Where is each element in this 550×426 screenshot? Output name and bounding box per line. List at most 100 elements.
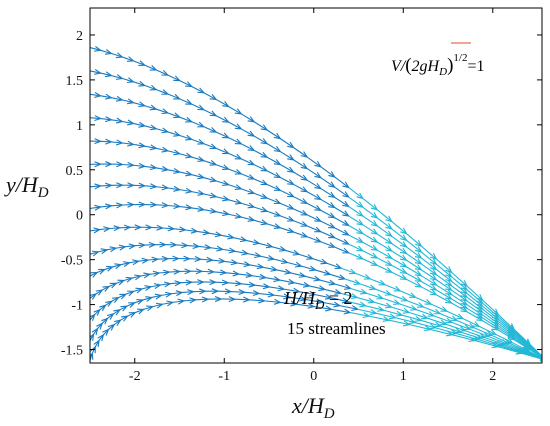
vector-arrow <box>406 300 425 308</box>
vector-arrow <box>127 311 137 318</box>
vector-arrow <box>131 274 143 281</box>
y-tick-label: 0.5 <box>66 164 84 179</box>
vector-arrow <box>319 279 337 286</box>
vector-arrow <box>102 328 110 336</box>
vector-arrow <box>160 281 172 288</box>
vector-arrow <box>108 282 118 289</box>
vector-arrow <box>228 168 243 175</box>
vector-arrow <box>357 297 376 304</box>
vector-arrow <box>106 246 118 253</box>
vector-arrow <box>348 234 365 244</box>
vector-arrow <box>529 349 542 361</box>
vector-arrow <box>115 244 127 251</box>
vector-arrow <box>348 252 365 260</box>
vector-arrow <box>215 131 230 139</box>
vector-arrow <box>306 236 323 243</box>
vector-arrow <box>221 233 236 240</box>
vector-arrow <box>191 121 206 128</box>
vector-arrow <box>420 245 438 261</box>
vector-arrow <box>176 242 189 249</box>
vector-arrow <box>266 197 282 205</box>
vector-arrow <box>104 265 114 272</box>
vector-arrow <box>133 101 147 108</box>
vector-arrow <box>161 291 173 298</box>
vector-arrow <box>241 281 257 288</box>
vector-arrow <box>320 188 336 199</box>
vector-arrow <box>169 268 182 275</box>
vector-arrow <box>179 134 194 141</box>
vector-arrow <box>241 158 256 166</box>
vector-arrow <box>144 144 158 151</box>
vector-arrow <box>203 126 218 133</box>
vector-arrow <box>141 285 153 292</box>
vector-arrow <box>142 296 154 302</box>
vector-arrow <box>144 64 158 71</box>
vector-arrow <box>198 244 213 251</box>
vector-arrow <box>119 305 129 312</box>
plot-frame <box>89 7 543 364</box>
vector-arrow <box>191 103 206 111</box>
vector-arrow <box>430 328 454 337</box>
vector-arrow <box>156 165 170 172</box>
vector-arrow <box>365 305 386 312</box>
vector-arrow <box>241 173 256 180</box>
vector-arrow <box>212 257 227 264</box>
vector-arrow <box>253 164 269 172</box>
vector-arrow <box>306 202 323 211</box>
vector-arrow <box>272 246 287 252</box>
vector-arrow <box>157 255 170 262</box>
vector-arrow <box>276 268 293 275</box>
vector-arrow <box>182 289 195 296</box>
vector-arrow <box>195 296 210 303</box>
vector-arrow <box>215 115 230 123</box>
vector-arrow <box>100 203 113 210</box>
vector-arrow <box>113 309 122 316</box>
vector-arrow <box>144 241 157 248</box>
vector-arrow <box>119 224 132 231</box>
vector-arrow <box>384 284 402 292</box>
x-tick-label: 2 <box>489 369 496 384</box>
vector-arrow <box>144 124 158 131</box>
vector-arrow <box>266 210 282 217</box>
vector-arrow <box>100 161 113 168</box>
vector-arrow <box>134 242 147 249</box>
vector-arrow <box>167 255 180 262</box>
vector-arrow <box>348 196 365 209</box>
vector-arrow <box>249 263 265 270</box>
vector-arrow <box>133 201 147 208</box>
vector-arrow <box>109 225 122 232</box>
vector-arrow <box>349 312 371 319</box>
vector-arrow <box>111 202 124 209</box>
vector-arrow <box>208 231 223 238</box>
vector-arrow <box>290 272 307 278</box>
vector-arrow <box>234 296 251 303</box>
axis-ticks: -2 -1 0 1 2 2 1.5 1 0.5 0 -0.5 -1 -1.5 <box>61 8 542 384</box>
vector-arrow <box>96 268 106 275</box>
vector-arrow <box>191 279 205 286</box>
vector-arrow <box>90 68 103 75</box>
vector-arrow <box>369 278 387 286</box>
vector-arrow <box>221 296 237 303</box>
vector-arrow <box>179 170 194 177</box>
vector-arrow <box>125 290 135 297</box>
vector-arrow <box>203 92 218 101</box>
vector-arrow <box>376 257 394 267</box>
vector-arrow <box>167 93 182 100</box>
vector-arrow <box>315 269 332 276</box>
vector-arrow <box>203 160 218 166</box>
vector-arrow <box>249 297 266 304</box>
y-tick-label: -0.5 <box>61 254 83 269</box>
vector-arrow <box>118 293 128 300</box>
y-tick-label: 0 <box>76 209 83 224</box>
vector-arrow <box>320 198 336 209</box>
vector-arrow <box>362 198 379 211</box>
vector-arrow <box>122 140 135 147</box>
vector-arrow <box>215 164 230 171</box>
vector-arrow <box>320 209 336 219</box>
vector-arrow <box>138 257 150 264</box>
vector-field <box>90 45 542 362</box>
y-tick-label: -1.5 <box>61 344 83 359</box>
vector-arrow <box>150 283 162 290</box>
vector-arrow <box>162 225 176 232</box>
vector-arrow <box>293 196 309 204</box>
